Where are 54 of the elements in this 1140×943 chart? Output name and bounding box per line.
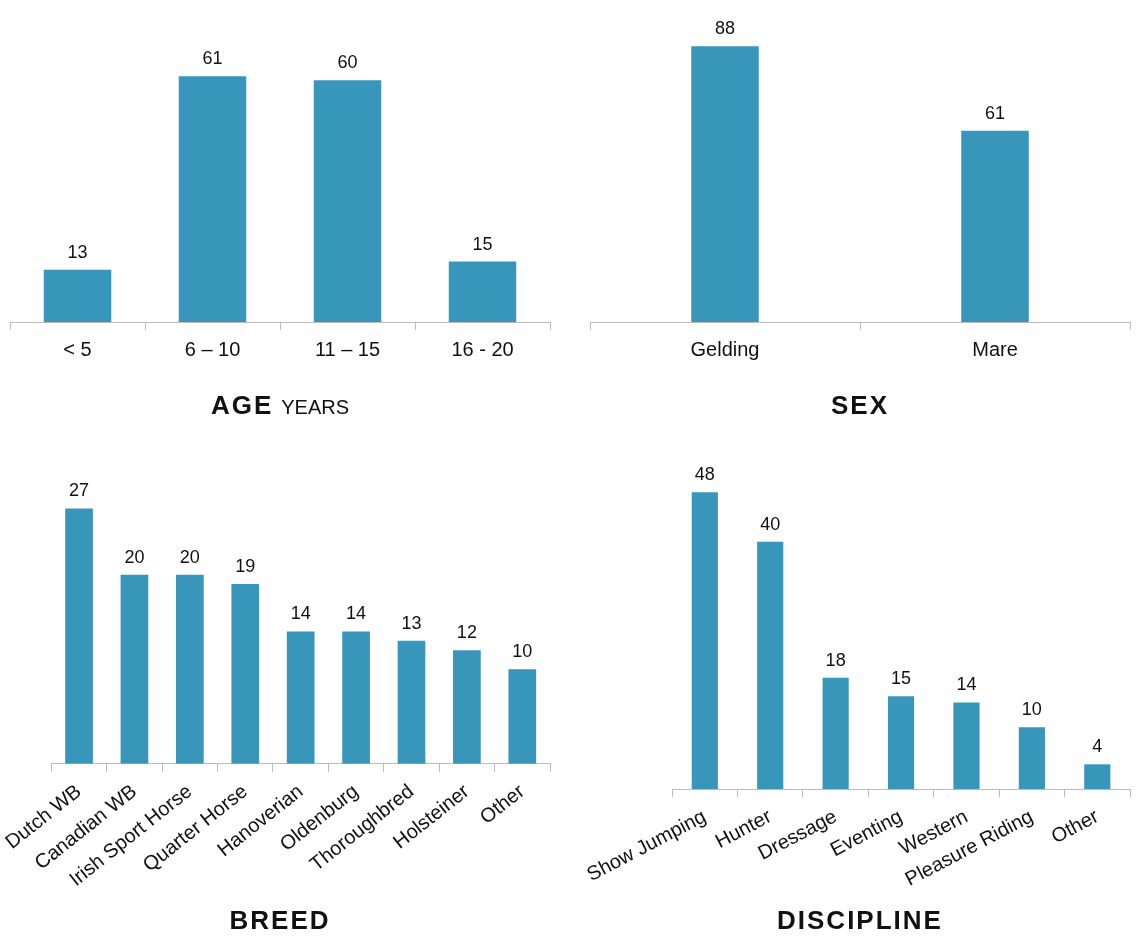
text: YEARS — [281, 396, 350, 418]
x-axis-title: BREED — [229, 905, 331, 935]
data-label: 18 — [825, 649, 846, 670]
bar — [508, 669, 537, 764]
data-label: 61 — [984, 102, 1006, 123]
data-label: 12 — [456, 622, 477, 643]
data-label: 10 — [512, 641, 533, 662]
bar — [887, 696, 915, 790]
bar — [342, 631, 370, 764]
bar — [313, 80, 382, 322]
data-label: 19 — [235, 556, 256, 577]
data-label: 15 — [891, 668, 912, 689]
x-axis-title: AGE — [210, 390, 274, 420]
x-axis-title: SEX — [830, 390, 890, 420]
data-label: 48 — [694, 464, 715, 485]
bar — [65, 508, 93, 764]
data-label: 10 — [1021, 699, 1042, 720]
bar — [1018, 727, 1045, 790]
x-tick-label: 16 - 20 — [451, 337, 514, 360]
data-label: 20 — [179, 546, 200, 567]
x-tick-label: Gelding — [690, 337, 760, 360]
data-label: 14 — [956, 674, 977, 695]
data-label: 13 — [67, 241, 88, 262]
x-tick-label: < 5 — [63, 337, 92, 360]
x-tick-label: Mare — [972, 337, 1018, 360]
data-label: 4 — [1092, 736, 1103, 757]
data-label: 13 — [401, 612, 422, 633]
x-tick-label: 6 – 10 — [184, 337, 241, 360]
bar — [448, 261, 517, 322]
bar — [286, 631, 315, 764]
bar — [757, 541, 784, 790]
bar — [176, 574, 204, 764]
data-label: 60 — [337, 52, 358, 73]
bar — [120, 574, 149, 764]
data-label: 88 — [714, 18, 736, 39]
x-axis-title: DISCIPLINE — [777, 905, 943, 935]
bar — [953, 702, 980, 790]
x-tick-label: 11 – 15 — [314, 337, 381, 360]
x-tick-label: Other — [1047, 804, 1103, 848]
data-label: 27 — [69, 480, 90, 501]
data-label: 14 — [290, 603, 311, 624]
data-label: 40 — [760, 513, 781, 534]
data-label: 15 — [472, 233, 493, 254]
data-label: 20 — [124, 546, 145, 567]
bar — [231, 584, 260, 764]
bar — [822, 677, 849, 790]
bar — [43, 269, 112, 322]
data-label: 14 — [346, 603, 367, 624]
bar — [453, 650, 481, 764]
data-label: 61 — [202, 48, 223, 69]
bar — [1084, 764, 1111, 790]
bar — [397, 640, 426, 764]
bar — [178, 76, 247, 322]
bar — [691, 492, 718, 790]
